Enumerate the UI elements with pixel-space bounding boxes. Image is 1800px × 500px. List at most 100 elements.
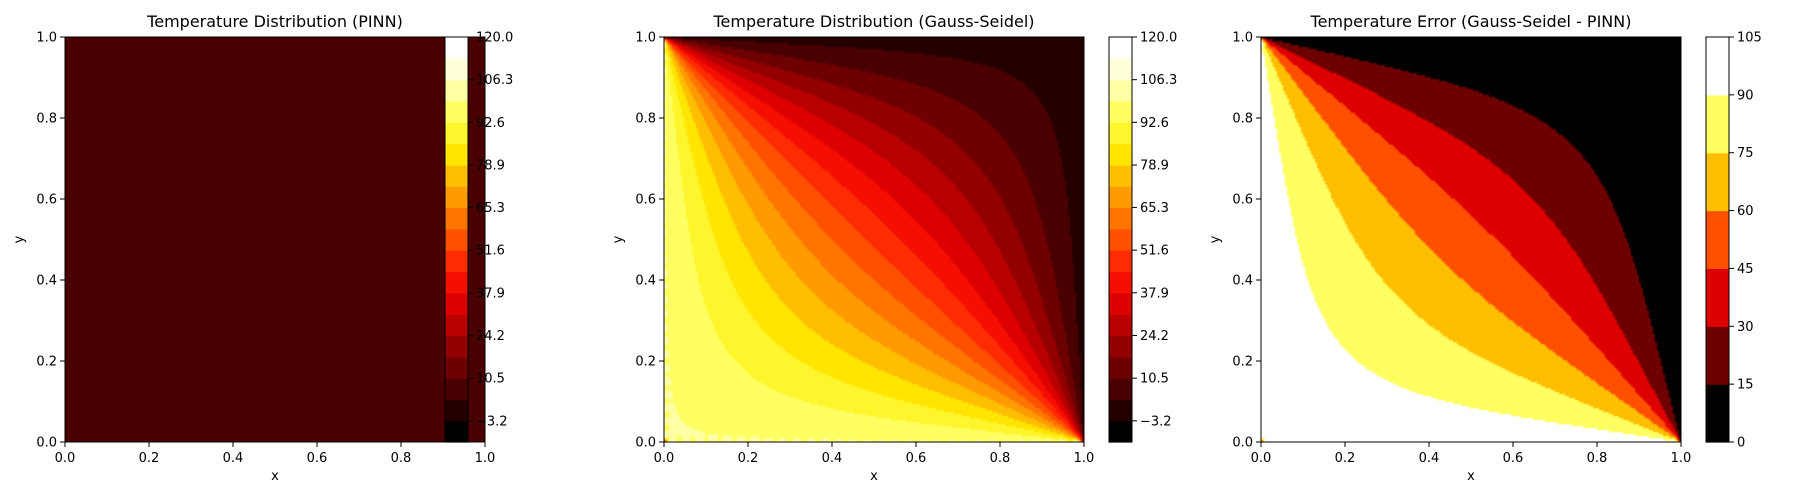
colorbar-frame (444, 36, 469, 443)
x-tick-label: 1.0 (475, 451, 496, 466)
colorbar-tick-label: 15 (1737, 378, 1754, 393)
colorbar-band (1706, 94, 1729, 154)
gauss-seidel-panel: 0.0 0.2 0.4 0.6 0.8 1.0 0.0 0.2 0.4 0.6 0.8 1.0 Temp… (611, 12, 1177, 484)
x-tick-label: 0.8 (391, 451, 412, 466)
colorbar-tick-label: 120.0 (476, 31, 513, 46)
colorbar-band (445, 335, 468, 358)
axes-frame (1260, 36, 1682, 443)
colorbar-tick-label: 37.9 (476, 286, 505, 301)
colorbar-band (1109, 335, 1132, 358)
colorbar-tick-label: 24.2 (476, 329, 505, 344)
colorbar-tick-label: 24.2 (1140, 329, 1169, 344)
colorbar-tick-label: 60 (1737, 204, 1754, 219)
colorbar-band (445, 250, 468, 273)
y-tick-label: 0.4 (1232, 274, 1253, 289)
colorbar-tick-label: 51.6 (476, 244, 505, 259)
colorbar-band (1706, 152, 1729, 212)
pinn-panel: 0.0 0.2 0.4 0.6 0.8 1.0 0.0 0.2 0.4 0.6 0.8 1.0 Temp… (12, 12, 513, 484)
colorbar-band (1109, 186, 1132, 209)
y-axis-label: y (611, 235, 626, 243)
x-tick-label: 0.2 (139, 451, 160, 466)
colorbar-band (445, 207, 468, 230)
x-tick-label: 0.0 (654, 451, 675, 466)
colorbar-tick-label: 106.3 (1140, 73, 1177, 88)
colorbar-frame (1705, 36, 1730, 443)
colorbar-tick-label: 37.9 (1140, 286, 1169, 301)
contour-field (1261, 37, 1681, 442)
colorbar-band (445, 399, 468, 422)
x-tick-label: 0.6 (906, 451, 927, 466)
x-tick-label: 0.8 (1587, 451, 1608, 466)
colorbar-band (1109, 314, 1132, 337)
colorbar-band (445, 79, 468, 102)
colorbar-band (445, 165, 468, 187)
y-tick-label: 0.6 (1232, 193, 1253, 208)
axes-frame (663, 36, 1085, 443)
x-tick-label: 0.8 (990, 451, 1011, 466)
y-tick-label: 0.2 (635, 355, 656, 370)
colorbar-band (445, 122, 468, 145)
colorbar-tick-label: 78.9 (1140, 159, 1169, 174)
colorbar-band (1109, 399, 1132, 422)
colorbar-band (1109, 37, 1132, 59)
x-tick-label: 0.0 (55, 451, 76, 466)
colorbar-band (1109, 420, 1132, 443)
y-tick-label: 0.0 (36, 436, 57, 451)
x-tick-label: 0.6 (1503, 451, 1524, 466)
colorbar-tick-label: −3.2 (476, 414, 508, 429)
colorbar-band (1109, 271, 1132, 294)
colorbar-tick-label: 78.9 (476, 159, 505, 174)
y-tick-label: 0.0 (635, 436, 656, 451)
colorbar-tick-label: 0 (1737, 436, 1745, 451)
colorbar-band (445, 356, 468, 379)
x-tick-label: 0.2 (738, 451, 759, 466)
colorbar-tick-label: 90 (1737, 88, 1754, 103)
colorbar-band (445, 100, 468, 123)
chart-title: Temperature Error (Gauss-Seidel - PINN) (1310, 12, 1632, 31)
colorbar-band (1109, 250, 1132, 273)
colorbar-tick-label: 75 (1737, 146, 1754, 161)
colorbar-band (445, 378, 468, 401)
colorbar-band (1109, 100, 1132, 123)
colorbar-tick-label: 106.3 (476, 73, 513, 88)
colorbar-band (445, 314, 468, 337)
colorbar-tick-label: 92.6 (476, 116, 505, 131)
colorbar-tick-label: 30 (1737, 320, 1754, 335)
colorbar-tick-label: 51.6 (1140, 244, 1169, 259)
axes-frame (64, 36, 486, 443)
x-tick-label: 0.2 (1335, 451, 1356, 466)
colorbar-band (1706, 210, 1729, 270)
y-tick-label: 0.2 (1232, 355, 1253, 370)
y-tick-label: 0.2 (36, 355, 57, 370)
y-tick-label: 1.0 (1232, 31, 1253, 46)
x-tick-label: 1.0 (1671, 451, 1692, 466)
colorbar-band (1109, 378, 1132, 401)
colorbar-tick-label: 10.5 (1140, 372, 1169, 387)
x-tick-label: 0.4 (822, 451, 843, 466)
y-tick-label: 0.4 (36, 274, 57, 289)
y-tick-label: 0.8 (36, 112, 57, 127)
colorbar-band (1109, 143, 1132, 166)
x-axis-label: x (271, 469, 279, 484)
colorbar-tick-label: 120.0 (1140, 31, 1177, 46)
colorbar-tick-label: 10.5 (476, 372, 505, 387)
colorbar-band (1706, 384, 1729, 443)
contour-field (664, 37, 1084, 442)
y-axis-label: y (12, 235, 27, 243)
colorbar-band (445, 292, 468, 315)
x-tick-label: 0.4 (223, 451, 244, 466)
colorbar-band (1109, 58, 1132, 81)
colorbar-band (445, 271, 468, 294)
y-tick-label: 0.8 (1232, 112, 1253, 127)
colorbar-band (1706, 37, 1729, 96)
colorbar-band (445, 420, 468, 443)
colorbar-band (445, 143, 468, 166)
colorbar-band (1109, 292, 1132, 315)
colorbar-tick-label: 45 (1737, 262, 1754, 277)
x-tick-label: 0.0 (1251, 451, 1272, 466)
colorbar-tick-label: 65.3 (1140, 201, 1169, 216)
colorbar-band (1706, 326, 1729, 385)
colorbar-band (1109, 228, 1132, 251)
y-axis-label: y (1208, 235, 1223, 243)
